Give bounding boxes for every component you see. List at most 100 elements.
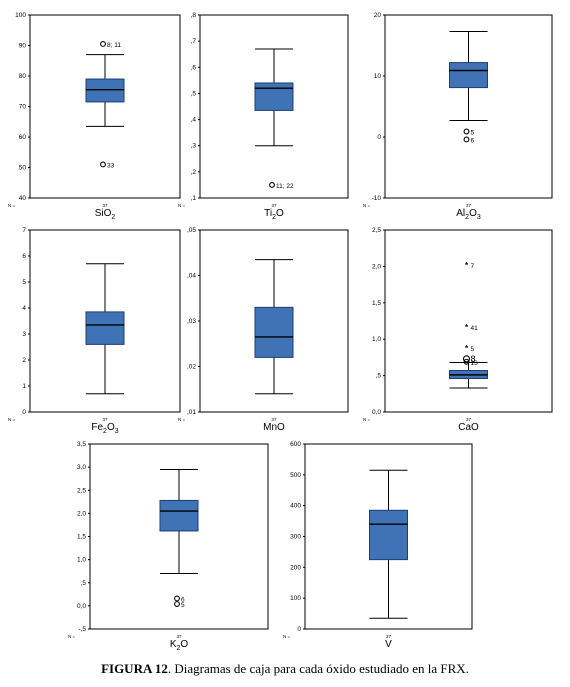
y-tick-label: 5 — [22, 279, 26, 286]
y-tick-label: 40 — [19, 195, 27, 202]
x-label-main: V — [385, 639, 392, 650]
y-tick-label: ,02 — [187, 364, 196, 371]
y-tick-label: 1,0 — [77, 557, 86, 564]
x-label-subscript: 2 — [272, 214, 276, 221]
outlier-circle — [463, 136, 470, 143]
x-label-main: Fe — [91, 422, 103, 433]
n-value: 37 — [466, 203, 472, 208]
y-tick-label: 0 — [377, 134, 381, 141]
y-tick-label: ,01 — [187, 409, 196, 416]
outlier-label: 7 — [471, 263, 475, 270]
outlier-circle — [174, 601, 180, 607]
y-tick-label: 0 — [297, 626, 301, 633]
y-tick-label: 20 — [374, 12, 382, 19]
x-label-subscript: 2 — [176, 645, 180, 652]
y-tick-label: ,5 — [81, 580, 87, 587]
n-label: N = — [283, 634, 291, 639]
panel-frame — [199, 14, 349, 199]
y-tick-label: 60 — [19, 134, 27, 141]
iqr-box — [254, 306, 294, 358]
x-axis-label: V — [385, 639, 392, 650]
y-tick-label: 90 — [19, 43, 27, 50]
outlier-label: 13 — [471, 360, 479, 367]
y-tick-label: ,6 — [191, 64, 197, 71]
n-label: N = — [68, 634, 76, 639]
panel-8: 0 100 200 300 400 500 600 N = 37V — [283, 441, 473, 650]
x-axis-label: CaO — [458, 422, 479, 433]
x-axis-label: SiO2 — [95, 208, 116, 221]
y-tick-label: -,5 — [78, 626, 86, 633]
y-tick-label: ,03 — [187, 318, 196, 325]
outlier-label: 8; 11 — [107, 42, 121, 49]
y-tick-label: 6 — [22, 253, 26, 260]
y-tick-label: ,7 — [191, 38, 197, 45]
x-label-tail: O — [276, 208, 284, 219]
y-tick-label: ,5 — [376, 373, 382, 380]
outlier-label: 33 — [107, 162, 115, 169]
outlier-circle — [463, 128, 470, 135]
x-label-main: CaO — [458, 422, 479, 433]
x-label-subscript-2: 3 — [115, 428, 119, 435]
outlier-label: 5 — [471, 130, 475, 137]
y-tick-label: 0 — [22, 409, 26, 416]
n-value: 37 — [271, 203, 277, 208]
y-tick-label: 50 — [19, 165, 27, 172]
iqr-box — [85, 78, 125, 103]
x-label-main: MnO — [263, 422, 285, 433]
n-value: 37 — [386, 634, 392, 639]
y-tick-label: 2,5 — [77, 487, 86, 494]
y-tick-label: ,04 — [187, 273, 196, 280]
x-label-subscript: 2 — [103, 428, 107, 435]
x-label-tail: O — [107, 422, 115, 433]
y-tick-label: 3 — [22, 331, 26, 338]
x-label-main: Ti — [264, 208, 272, 219]
y-tick-label: ,05 — [187, 227, 196, 234]
y-tick-label: 2,5 — [372, 227, 381, 234]
outlier-label: 41 — [471, 325, 479, 332]
x-label-tail: O — [469, 208, 477, 219]
panel-frame — [384, 229, 553, 413]
n-label: N = — [178, 417, 186, 422]
iqr-box — [254, 82, 294, 111]
y-tick-label: ,3 — [191, 143, 197, 150]
n-value: 37 — [466, 417, 472, 422]
x-axis-label: Ti2O — [264, 208, 284, 221]
n-label: N = — [178, 203, 186, 208]
iqr-box — [369, 509, 408, 561]
y-tick-label: ,8 — [191, 12, 197, 19]
x-axis-label: Fe2O3 — [91, 422, 118, 435]
x-label-main: Al — [456, 208, 465, 219]
y-tick-label: ,1 — [191, 195, 197, 202]
outlier-label: 11; 22 — [276, 183, 294, 190]
y-tick-label: 600 — [290, 441, 301, 448]
outlier-circle — [100, 161, 106, 168]
y-tick-label: 300 — [290, 534, 301, 541]
outlier-circle — [174, 595, 180, 602]
n-value: 37 — [176, 634, 182, 639]
x-label-main: SiO — [95, 208, 112, 219]
n-value: 37 — [102, 203, 108, 208]
y-tick-label: -10 — [372, 195, 382, 202]
x-label-subscript: 2 — [111, 214, 115, 221]
y-tick-label: ,4 — [191, 117, 197, 124]
x-label-main: K — [170, 639, 177, 650]
iqr-box — [85, 311, 125, 345]
y-tick-label: 400 — [290, 503, 301, 510]
y-tick-label: 1,5 — [372, 300, 381, 307]
outlier-circle — [462, 355, 471, 363]
outlier-label: 8 — [471, 354, 476, 364]
panel-frame — [29, 229, 181, 413]
outlier-circle — [100, 41, 106, 47]
y-tick-label: 1 — [22, 383, 26, 390]
n-label: N = — [8, 417, 16, 422]
y-tick-label: 0,0 — [77, 603, 86, 610]
outlier-label: 6 — [181, 596, 185, 603]
x-label-subscript: 2 — [465, 214, 469, 221]
